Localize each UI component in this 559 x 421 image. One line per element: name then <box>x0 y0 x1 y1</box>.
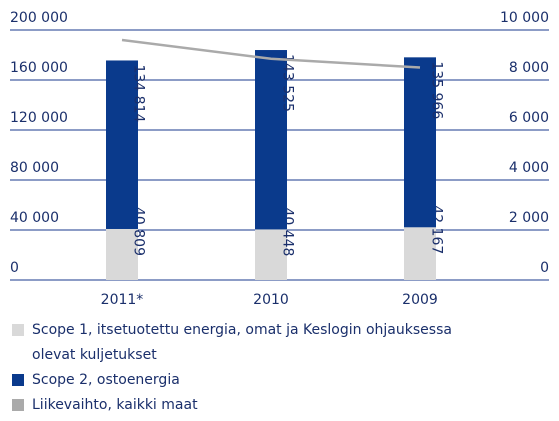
y2-tick-label: 4 000 <box>509 160 549 176</box>
y-tick-label: 200 000 <box>10 10 68 26</box>
bar-segment <box>255 229 287 280</box>
x-tick-label: 2010 <box>253 292 289 308</box>
legend-item: Scope 2, ostoenergia <box>12 368 482 393</box>
x-tick-label: 2011* <box>101 292 144 308</box>
bar-segment <box>404 227 436 280</box>
y2-tick-label: 10 000 <box>500 10 549 26</box>
bar-segment <box>106 228 138 280</box>
x-tick-label: 2009 <box>402 292 438 308</box>
y2-tick-label: 2 000 <box>509 210 549 226</box>
legend-swatch <box>12 399 24 411</box>
bar-segment <box>404 57 436 228</box>
y-tick-label: 0 <box>10 260 19 276</box>
legend-label: Liikevaihto, kaikki maat <box>32 397 198 413</box>
legend-item: Liikevaihto, kaikki maat <box>12 393 482 418</box>
legend-swatch <box>12 324 24 336</box>
legend-label: Scope 2, ostoenergia <box>32 372 180 388</box>
y-tick-label: 80 000 <box>10 160 59 176</box>
bar-segment <box>255 50 287 230</box>
y-tick-label: 160 000 <box>10 60 68 76</box>
value-label: 134 814 <box>130 64 146 122</box>
y2-tick-label: 0 <box>540 260 549 276</box>
value-label: 135 966 <box>428 61 444 119</box>
chart: 0 40 000 80 000 120 000 160 000 200 000 0 2 000… <box>10 10 549 308</box>
y2-tick-label: 6 000 <box>509 110 549 126</box>
bar-segment <box>106 60 138 229</box>
y-tick-label: 120 000 <box>10 110 68 126</box>
legend-item: Scope 1, itsetuotettu energia, omat ja K… <box>12 318 482 368</box>
legend-label: Scope 1, itsetuotettu energia, omat ja K… <box>32 322 452 363</box>
legend: Scope 1, itsetuotettu energia, omat ja K… <box>12 318 482 418</box>
legend-swatch <box>12 374 24 386</box>
y2-tick-label: 8 000 <box>509 60 549 76</box>
value-label: 143 525 <box>279 54 295 112</box>
line <box>121 38 421 69</box>
y-tick-label: 40 000 <box>10 210 59 226</box>
